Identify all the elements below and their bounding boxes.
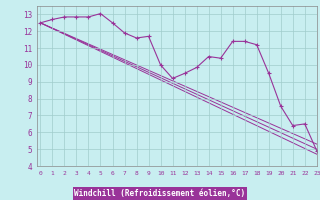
- Text: Windchill (Refroidissement éolien,°C): Windchill (Refroidissement éolien,°C): [75, 189, 245, 198]
